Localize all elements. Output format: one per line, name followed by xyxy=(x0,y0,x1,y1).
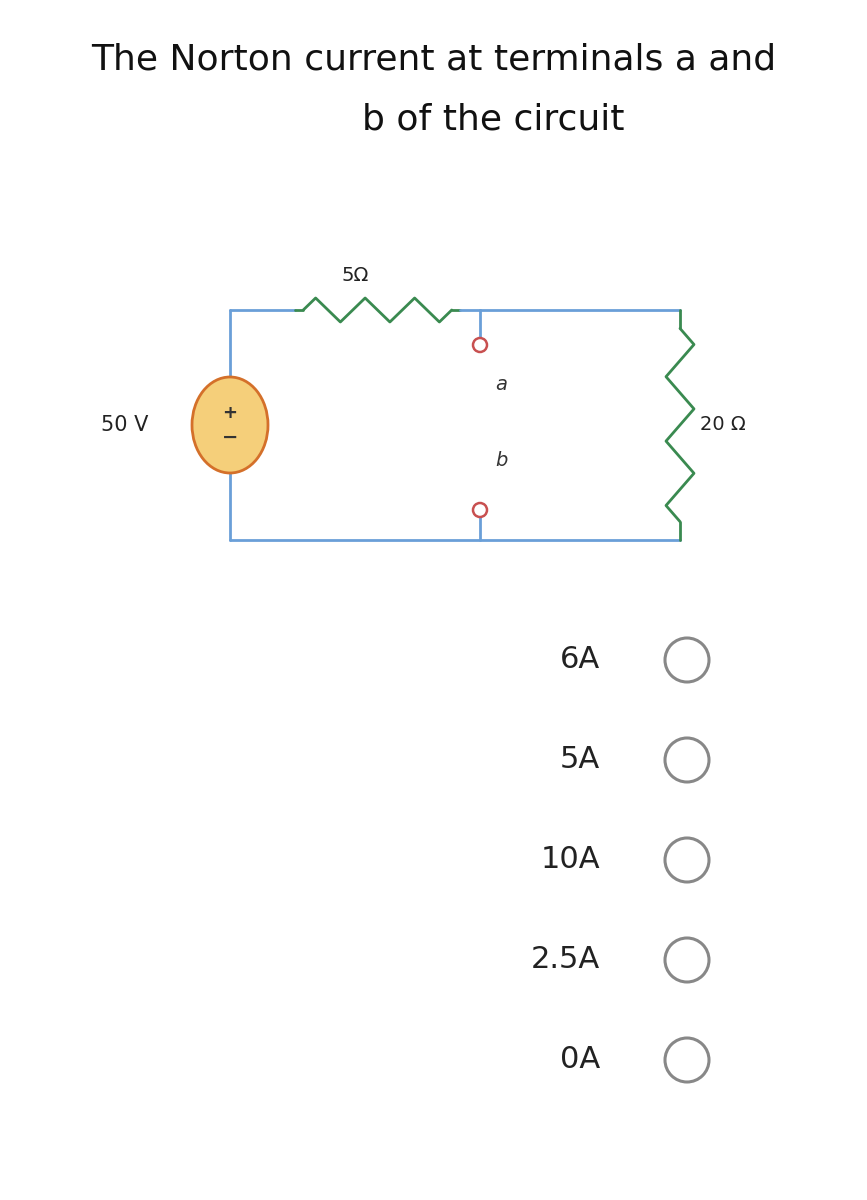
Text: 0A: 0A xyxy=(560,1045,600,1074)
Text: 50 V: 50 V xyxy=(101,415,148,434)
Text: a: a xyxy=(495,376,507,395)
Circle shape xyxy=(473,338,487,352)
Circle shape xyxy=(473,503,487,517)
Text: 20 Ω: 20 Ω xyxy=(700,415,746,434)
Text: The Norton current at terminals a and: The Norton current at terminals a and xyxy=(91,43,776,77)
Text: 5Ω: 5Ω xyxy=(342,266,368,284)
Text: b: b xyxy=(495,450,507,469)
Circle shape xyxy=(665,938,709,982)
Text: 6A: 6A xyxy=(560,646,600,674)
Text: b of the circuit: b of the circuit xyxy=(362,103,625,137)
Text: 2.5A: 2.5A xyxy=(531,946,600,974)
Text: −: − xyxy=(222,427,238,446)
Circle shape xyxy=(665,1038,709,1082)
Circle shape xyxy=(665,838,709,882)
Ellipse shape xyxy=(192,377,268,473)
Circle shape xyxy=(665,638,709,682)
Text: +: + xyxy=(223,404,238,422)
Text: 5A: 5A xyxy=(560,745,600,774)
Circle shape xyxy=(665,738,709,782)
Text: 10A: 10A xyxy=(540,846,600,875)
